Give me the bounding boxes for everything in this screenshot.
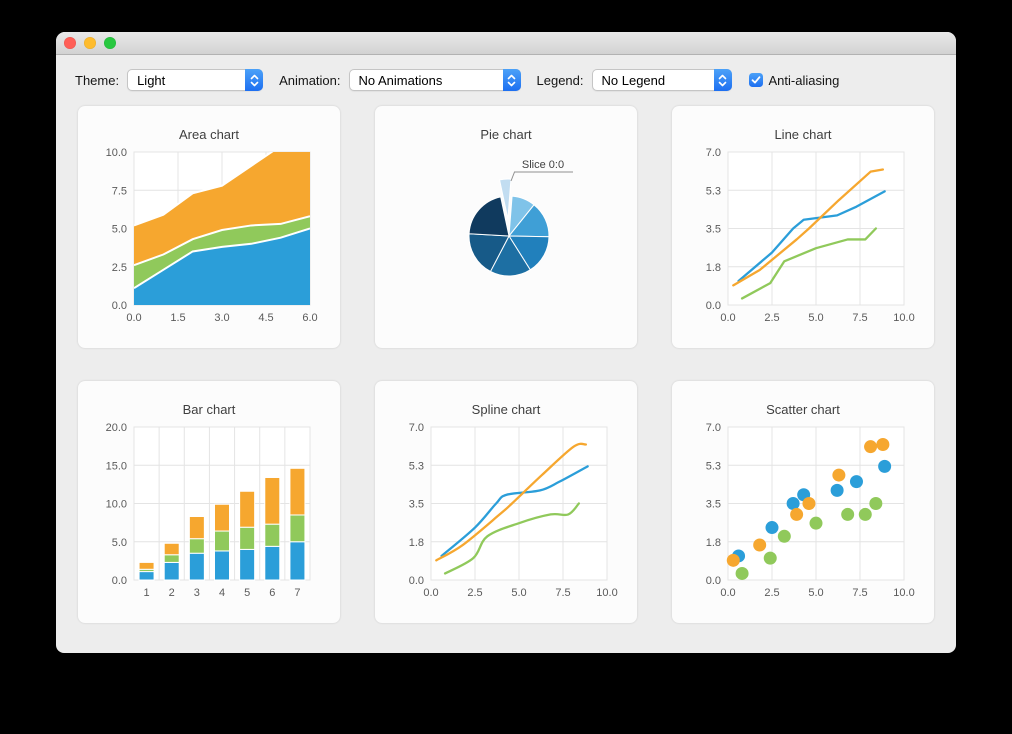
chart-title: Scatter chart: [766, 402, 840, 417]
svg-text:7.5: 7.5: [112, 185, 127, 197]
select-stepper-icon: [245, 69, 264, 91]
svg-text:2.5: 2.5: [467, 587, 482, 599]
animation-select[interactable]: No Animations: [348, 69, 521, 91]
svg-text:5.0: 5.0: [112, 537, 127, 549]
svg-text:1.8: 1.8: [409, 537, 424, 549]
svg-text:10.0: 10.0: [596, 587, 617, 599]
antialiasing-checkbox-label: Anti-aliasing: [768, 72, 840, 88]
svg-text:20.0: 20.0: [106, 422, 127, 434]
close-button[interactable]: [64, 37, 76, 49]
svg-text:0.0: 0.0: [409, 575, 424, 587]
zoom-button[interactable]: [104, 37, 116, 49]
svg-text:5.3: 5.3: [706, 460, 721, 472]
line-chart: Line chart 0.0 2.5 5.0 7.5 10.0 0.0 1.8 3.5 5.3 7…: [706, 127, 915, 324]
chart-title: Area chart: [179, 127, 239, 142]
chart-title: Line chart: [774, 127, 831, 142]
theme-select-value: Light: [137, 72, 166, 88]
chart-title: Spline chart: [472, 402, 541, 417]
chart-title: Bar chart: [183, 402, 236, 417]
traffic-lights: [64, 37, 116, 49]
animation-select-value: No Animations: [358, 72, 443, 88]
svg-text:5.0: 5.0: [808, 312, 823, 324]
legend-select-value: No Legend: [601, 72, 666, 88]
svg-text:1: 1: [144, 587, 150, 599]
area-chart-card: Area chart 0.0 1.5 3.0 4.5 6.0 0.0 2.5 5.0 7.5 10…: [78, 106, 340, 348]
svg-text:3.5: 3.5: [706, 224, 721, 236]
svg-text:2.5: 2.5: [764, 312, 779, 324]
svg-text:10.0: 10.0: [106, 499, 127, 511]
line-chart-card: Line chart 0.0 2.5 5.0 7.5 10.0 0.0 1.8 3.5 5.3 7…: [672, 106, 934, 348]
legend-label: Legend:: [536, 72, 584, 88]
svg-text:3.5: 3.5: [706, 499, 721, 511]
svg-text:10.0: 10.0: [893, 312, 914, 324]
svg-text:7.0: 7.0: [409, 422, 424, 434]
animation-label: Animation:: [279, 72, 341, 88]
toolbar: Theme: Light Animation: No Animations Le…: [56, 55, 956, 91]
spline-chart-card: Spline chart 0.0 2.5 5.0 7.5 10.0 0.0 1.8 3.5 5.…: [375, 381, 637, 623]
svg-text:5: 5: [244, 587, 250, 599]
svg-text:7.0: 7.0: [706, 147, 721, 159]
svg-text:6: 6: [269, 587, 275, 599]
checkmark-icon: [748, 73, 763, 87]
spline-chart: Spline chart 0.0 2.5 5.0 7.5 10.0 0.0 1.8 3.5 5.…: [409, 402, 618, 599]
antialiasing-checkbox[interactable]: Anti-aliasing: [748, 72, 840, 88]
svg-text:7.5: 7.5: [555, 587, 570, 599]
svg-text:1.8: 1.8: [706, 537, 721, 549]
svg-text:4.5: 4.5: [258, 312, 273, 324]
svg-text:7.5: 7.5: [852, 312, 867, 324]
app-window: Theme: Light Animation: No Animations Le…: [56, 32, 956, 653]
svg-text:0.0: 0.0: [720, 587, 735, 599]
legend-select[interactable]: No Legend: [591, 69, 732, 91]
svg-text:0.0: 0.0: [423, 587, 438, 599]
svg-text:0.0: 0.0: [112, 575, 127, 587]
svg-text:7.0: 7.0: [706, 422, 721, 434]
svg-text:6.0: 6.0: [302, 312, 317, 324]
chart-grid: Area chart 0.0 1.5 3.0 4.5 6.0 0.0 2.5 5.0 7.5 10…: [78, 106, 934, 623]
svg-text:5.0: 5.0: [511, 587, 526, 599]
svg-text:2.5: 2.5: [112, 262, 127, 274]
svg-text:0.0: 0.0: [126, 312, 141, 324]
chart-title: Pie chart: [480, 127, 532, 142]
theme-label: Theme:: [75, 72, 120, 88]
scatter-chart: Scatter chart 0.0 2.5 5.0 7.5 10.0 0.0 1.8 3.5 5…: [706, 402, 915, 599]
svg-text:0.0: 0.0: [706, 300, 721, 312]
pie-chart-card: Pie chart Slice 0:0: [375, 106, 637, 348]
svg-text:10.0: 10.0: [893, 587, 914, 599]
svg-text:Slice 0:0: Slice 0:0: [522, 159, 564, 171]
svg-text:4: 4: [219, 587, 225, 599]
title-bar: [56, 32, 956, 55]
bar-chart: Bar chart 0.0 5.0 10.0 15.0 20.0 1 2 3 4 5 6 7: [106, 402, 311, 599]
svg-text:2.5: 2.5: [764, 587, 779, 599]
theme-select[interactable]: Light: [127, 69, 264, 91]
svg-text:15.0: 15.0: [106, 460, 127, 472]
svg-text:0.0: 0.0: [720, 312, 735, 324]
svg-text:5.3: 5.3: [706, 185, 721, 197]
svg-text:1.5: 1.5: [170, 312, 185, 324]
select-stepper-icon: [713, 69, 732, 91]
svg-text:5.0: 5.0: [112, 224, 127, 236]
svg-text:3.5: 3.5: [409, 499, 424, 511]
svg-text:7.5: 7.5: [852, 587, 867, 599]
bar-chart-card: Bar chart 0.0 5.0 10.0 15.0 20.0 1 2 3 4 5 6 7: [78, 381, 340, 623]
svg-text:5.3: 5.3: [409, 460, 424, 472]
svg-text:0.0: 0.0: [112, 300, 127, 312]
svg-text:0.0: 0.0: [706, 575, 721, 587]
pie-chart: Pie chart Slice 0:0: [468, 127, 573, 277]
svg-text:5.0: 5.0: [808, 587, 823, 599]
svg-text:3.0: 3.0: [214, 312, 229, 324]
svg-text:10.0: 10.0: [106, 147, 127, 159]
scatter-chart-card: Scatter chart 0.0 2.5 5.0 7.5 10.0 0.0 1.8 3.5 5…: [672, 381, 934, 623]
svg-text:2: 2: [169, 587, 175, 599]
svg-text:7: 7: [294, 587, 300, 599]
minimize-button[interactable]: [84, 37, 96, 49]
area-chart: Area chart 0.0 1.5 3.0 4.5 6.0 0.0 2.5 5.0 7.5 10…: [106, 127, 318, 324]
svg-text:3: 3: [194, 587, 200, 599]
select-stepper-icon: [502, 69, 521, 91]
svg-text:1.8: 1.8: [706, 262, 721, 274]
